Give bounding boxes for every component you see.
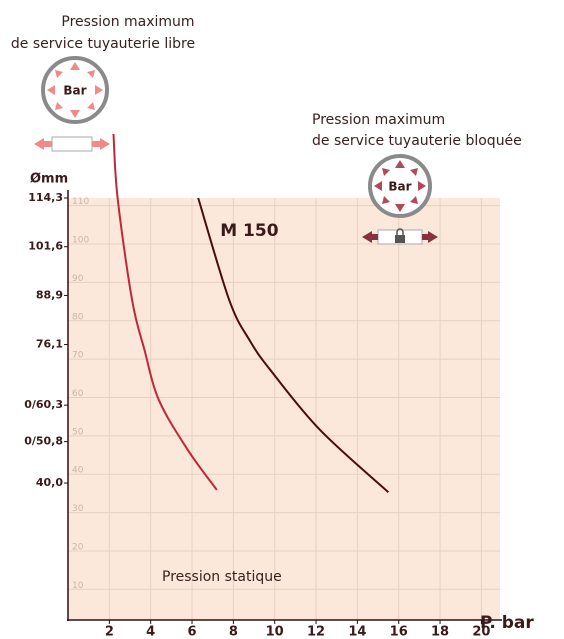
annotation: Pression statique <box>162 569 282 585</box>
x-tick-label: 8 <box>229 625 238 639</box>
y2-tick-label: 0/50,8 <box>24 435 63 448</box>
x-tick-label: 14 <box>348 625 366 639</box>
annotation: de service tuyauterie bloquée <box>312 133 522 149</box>
y-tick-label: 50 <box>72 427 84 437</box>
x-tick-label: 12 <box>307 625 325 639</box>
y-tick-label: 80 <box>72 312 84 322</box>
x-tick-label: 10 <box>266 625 284 639</box>
x-tick-label: 2 <box>105 625 114 639</box>
y-tick-label: 110 <box>72 197 89 207</box>
x-axis-label: P. bar <box>480 613 534 633</box>
y2-tick-label: 101,6 <box>28 240 63 253</box>
annotation: Pression maximum <box>61 14 194 30</box>
y2-tick-label: 0/60,3 <box>24 398 63 411</box>
y-tick-label: 90 <box>72 274 84 284</box>
y-tick-label: 100 <box>72 236 89 246</box>
x-tick-label: 20 <box>472 625 490 639</box>
icon-free <box>34 56 110 152</box>
icon-label: Bar <box>63 84 86 98</box>
y2-tick-label: 114,3 <box>28 191 63 204</box>
y-axis-label: Ømm <box>30 172 68 187</box>
x-tick-label: 6 <box>187 625 196 639</box>
x-tick-label: 4 <box>146 625 155 639</box>
icon-label: Bar <box>388 180 411 194</box>
series-label: M 150 <box>220 221 278 241</box>
y2-tick-label: 76,1 <box>36 338 63 351</box>
annotation: de service tuyauterie libre <box>11 36 195 52</box>
y-tick-label: 70 <box>72 351 84 361</box>
x-tick-label: 16 <box>390 625 408 639</box>
icon-blocked <box>362 154 438 245</box>
curve <box>197 197 390 493</box>
curve <box>112 133 218 491</box>
y-tick-label: 10 <box>72 581 84 591</box>
y-tick-label: 30 <box>72 504 84 514</box>
y-tick-label: 20 <box>72 542 84 552</box>
y-tick-label: 60 <box>72 389 84 399</box>
annotation: Pression maximum <box>312 112 445 128</box>
plot-background <box>68 198 500 620</box>
y2-tick-label: 40,0 <box>36 476 63 489</box>
y2-tick-label: 88,9 <box>36 288 63 301</box>
x-tick-label: 18 <box>431 625 449 639</box>
y-tick-label: 40 <box>72 466 84 476</box>
